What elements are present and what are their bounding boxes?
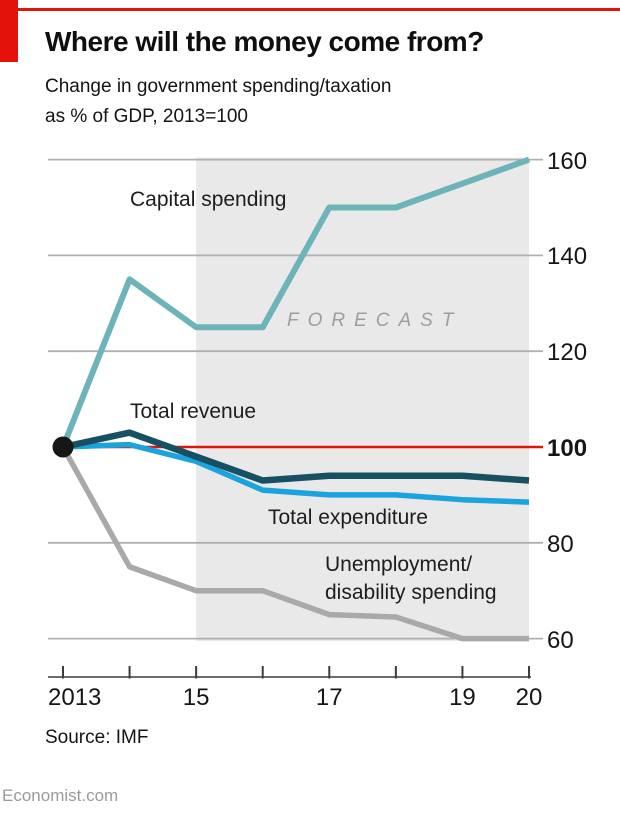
y-axis-label-140: 140 [547,243,588,271]
line-unemployment-disability-spending [60,445,529,642]
series-label-capital-spending: Capital spending [130,188,287,211]
y-axis-label-120: 120 [547,339,588,367]
series-label-total-expenditure: Total expenditure [268,506,428,529]
x-axis-label-20: 20 [515,684,543,711]
x-axis-label-15: 15 [182,684,210,711]
line-total-expenditure [62,441,530,505]
line-capital-spending [60,156,531,449]
site-credit: Economist.com [2,786,119,805]
top-accent-rule [0,8,620,11]
forecast-band [196,157,529,642]
x-axis-label-2013: 2013 [48,684,102,711]
y-axis-label-80: 80 [547,530,574,558]
y-axis-label-100: 100 [547,435,588,462]
y-axis-label-60: 60 [547,626,574,654]
line-total-revenue [62,429,530,484]
forecast-label: FORECAST [287,310,463,331]
series-label-total-revenue: Total revenue [130,400,257,423]
start-dot-2013 [52,436,74,458]
series-label-unemployment-disability: Unemployment/ disability spending [325,553,497,604]
x-axis-label-19: 19 [449,684,476,711]
source-note: Source: IMF [45,727,149,748]
chart-subtitle: Change in government spending/taxation a… [45,76,392,127]
y-axis-label-160: 160 [547,147,588,175]
red-tab-accent [0,0,18,62]
x-axis-label-17: 17 [315,684,343,711]
chart-title: Where will the money come from? [45,26,484,57]
